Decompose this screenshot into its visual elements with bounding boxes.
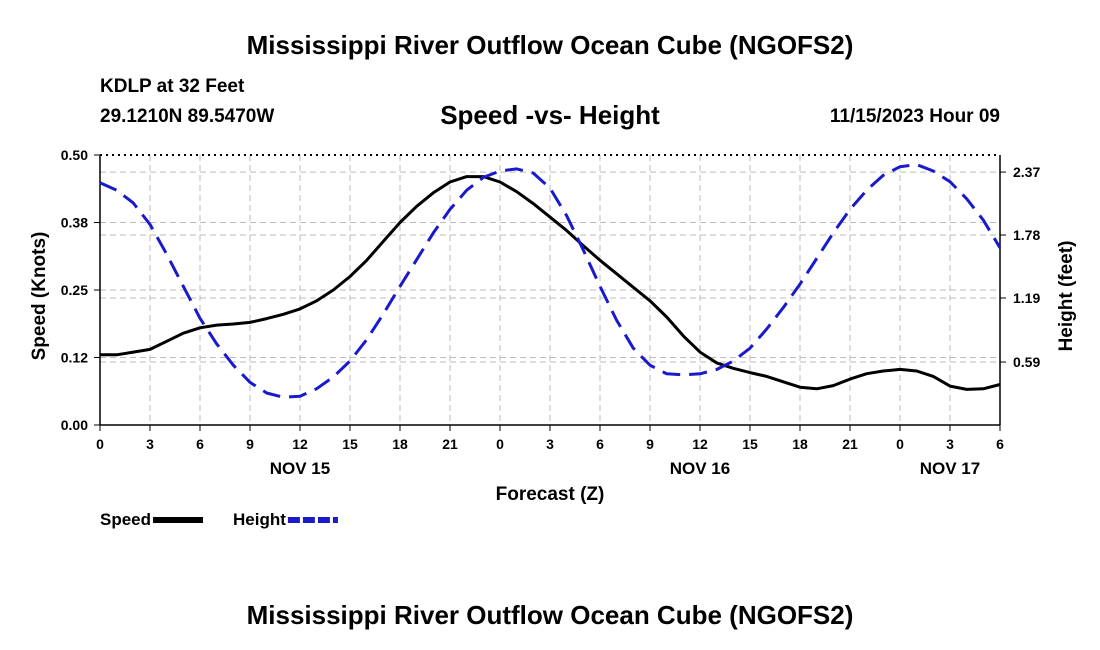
x-tick-label: 9 <box>246 436 254 452</box>
date-label: NOV 15 <box>270 459 330 478</box>
x-tick-label: 3 <box>146 436 154 452</box>
datetime-label: 11/15/2023 Hour 09 <box>829 106 1000 127</box>
y2-tick-label: 1.78 <box>1013 227 1040 243</box>
legend-label: Height <box>233 510 286 529</box>
y-tick-label: 0.38 <box>61 215 88 231</box>
x-tick-label: 15 <box>742 436 758 452</box>
x-tick-label: 3 <box>946 436 954 452</box>
main-title: Mississippi River Outflow Ocean Cube (NG… <box>246 30 854 60</box>
chart-title: Speed -vs- Height <box>440 100 660 130</box>
x-tick-label: 15 <box>342 436 358 452</box>
x-tick-label: 21 <box>842 436 858 452</box>
x-tick-label: 21 <box>442 436 458 452</box>
y2-tick-label: 0.59 <box>1013 354 1040 370</box>
date-label: NOV 17 <box>920 459 980 478</box>
series-line-speed <box>100 175 1001 391</box>
x-tick-label: 12 <box>292 436 308 452</box>
y-tick-label: 0.00 <box>61 417 88 433</box>
x-tick-label: 0 <box>496 436 504 452</box>
x-tick-label: 6 <box>596 436 604 452</box>
x-tick-label: 0 <box>96 436 104 452</box>
y-tick-label: 0.50 <box>61 147 88 163</box>
x-tick-label: 12 <box>692 436 708 452</box>
y2-tick-label: 1.19 <box>1013 290 1040 306</box>
x-axis-label: Forecast (Z) <box>496 484 605 505</box>
x-tick-label: 9 <box>646 436 654 452</box>
x-tick-label: 18 <box>392 436 408 452</box>
series-line-height <box>99 163 1002 399</box>
date-label: NOV 16 <box>670 459 730 478</box>
coordinates-label: 29.1210N 89.5470W <box>100 106 275 127</box>
x-tick-label: 6 <box>196 436 204 452</box>
x-tick-label: 6 <box>996 436 1004 452</box>
bottom-title: Mississippi River Outflow Ocean Cube (NG… <box>246 600 854 630</box>
x-tick-label: 18 <box>792 436 808 452</box>
x-tick-label: 3 <box>546 436 554 452</box>
y-tick-label: 0.12 <box>61 350 88 366</box>
y-axis-label: Speed (Knots) <box>29 232 50 361</box>
y-tick-label: 0.25 <box>61 282 88 298</box>
station-label: KDLP at 32 Feet <box>100 76 245 97</box>
legend-label: Speed <box>100 510 151 529</box>
y2-tick-label: 2.37 <box>1013 164 1040 180</box>
x-tick-label: 0 <box>896 436 904 452</box>
y2-axis-label: Height (feet) <box>1056 241 1077 352</box>
